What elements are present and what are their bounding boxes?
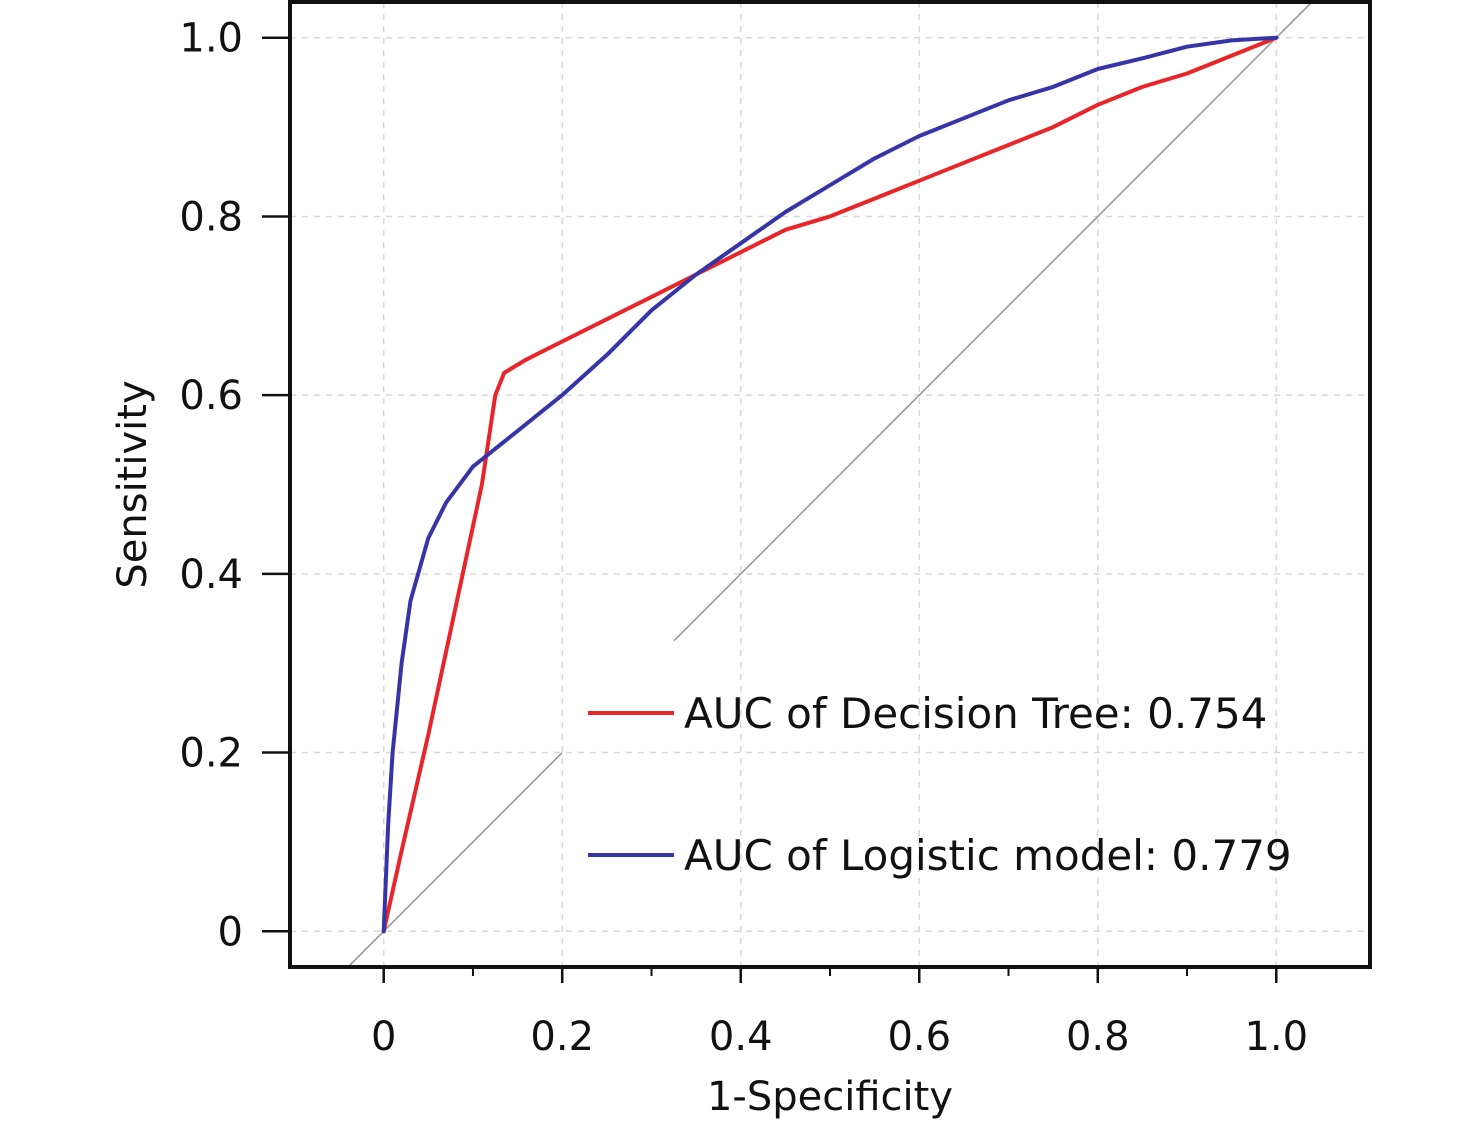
roc-curves xyxy=(381,35,1279,934)
axis-ticks xyxy=(262,36,1278,983)
x-axis-title: 1-Specificity xyxy=(707,1074,953,1120)
roc-curve-0 xyxy=(381,35,1279,934)
y-tick-label-3: 0.6 xyxy=(179,373,243,419)
x-tick-label-5: 1.0 xyxy=(1244,1014,1308,1060)
x-tick-label-3: 0.6 xyxy=(887,1014,951,1060)
y-tick-label-4: 0.8 xyxy=(179,194,243,240)
x-tick-label-1: 0.2 xyxy=(530,1014,594,1060)
legend: AUC of Decision Tree: 0.754 AUC of Logist… xyxy=(588,689,1292,880)
x-tick-label-0: 0 xyxy=(371,1014,396,1060)
y-tick-label-2: 0.4 xyxy=(179,552,243,598)
tick-labels: 0 0.2 0.4 0.6 0.8 1.0 0 0.2 0.4 0.6 0.8 1.0 xyxy=(179,16,1308,1060)
legend-label-1: AUC of Logistic model: 0.779 xyxy=(684,831,1292,880)
y-tick-label-0: 0 xyxy=(218,909,243,955)
y-tick-label-1: 0.2 xyxy=(179,731,243,777)
roc-curve-1 xyxy=(381,35,1279,934)
x-tick-label-2: 0.4 xyxy=(709,1014,773,1060)
legend-label-0: AUC of Decision Tree: 0.754 xyxy=(684,689,1267,738)
grid-lines xyxy=(290,2,1370,967)
y-axis-title: Sensitivity xyxy=(110,380,156,588)
reference-diagonal xyxy=(347,1,1313,968)
y-tick-label-5: 1.0 xyxy=(179,16,243,62)
reference-line-segment-1 xyxy=(673,1,1313,642)
reference-line-segment-0 xyxy=(347,751,563,968)
x-tick-label-4: 0.8 xyxy=(1066,1014,1130,1060)
